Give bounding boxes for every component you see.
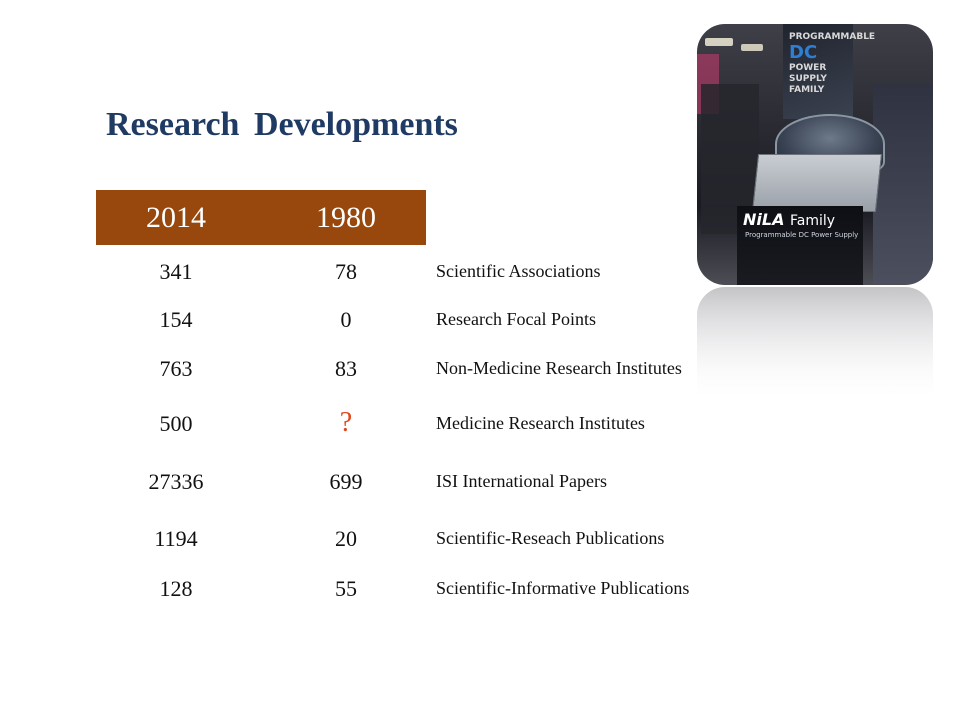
logo-name: NiLA bbox=[743, 210, 785, 229]
header-2014: 2014 bbox=[146, 201, 206, 234]
page-title: Research Developments bbox=[106, 106, 458, 143]
value-1980: 78 bbox=[335, 259, 357, 284]
value-1980-unknown: ? bbox=[339, 407, 353, 438]
value-1980: 699 bbox=[329, 469, 363, 494]
banner-line: FAMILY bbox=[789, 85, 825, 95]
header-1980: 1980 bbox=[316, 201, 376, 234]
exhibition-photo: PROGRAMMABLE DC POWER SUPPLY FAMILY NiLA… bbox=[697, 24, 933, 285]
photo-logo-subtitle: Programmable DC Power Supply bbox=[745, 231, 859, 239]
row-label: Scientific Associations bbox=[436, 261, 601, 281]
banner-line: SUPPLY bbox=[789, 74, 827, 84]
banner-line: DC bbox=[789, 42, 818, 63]
value-2014: 27336 bbox=[148, 469, 204, 494]
row-label: Scientific-Reseach Publications bbox=[436, 528, 665, 548]
photo-stand bbox=[737, 206, 863, 285]
banner-line: POWER bbox=[789, 63, 827, 73]
value-2014: 763 bbox=[159, 356, 193, 381]
photo-device bbox=[751, 154, 883, 212]
photo-wall bbox=[873, 84, 933, 284]
value-1980: 83 bbox=[335, 356, 357, 381]
value-2014: 500 bbox=[159, 411, 193, 436]
logo-suffix: Family bbox=[790, 213, 836, 229]
row-label: Scientific-Informative Publications bbox=[436, 578, 690, 598]
table-header: 2014 1980 bbox=[96, 190, 426, 245]
row-label: ISI International Papers bbox=[436, 471, 607, 491]
row-label: Non-Medicine Research Institutes bbox=[436, 358, 682, 378]
photo-reflection bbox=[697, 287, 933, 407]
photo-logo: NiLA Family bbox=[743, 210, 835, 229]
row-label: Medicine Research Institutes bbox=[436, 413, 645, 433]
value-1980: 20 bbox=[335, 526, 357, 551]
row-label: Research Focal Points bbox=[436, 309, 596, 329]
value-2014: 154 bbox=[159, 307, 193, 332]
value-2014: 128 bbox=[159, 576, 193, 601]
value-2014: 341 bbox=[159, 259, 193, 284]
photo-ceiling-light bbox=[741, 44, 763, 51]
photo-banner: PROGRAMMABLE DC POWER SUPPLY FAMILY bbox=[783, 24, 876, 119]
banner-line: PROGRAMMABLE bbox=[789, 32, 876, 42]
value-1980: 0 bbox=[340, 307, 352, 332]
value-1980: 55 bbox=[335, 576, 357, 601]
value-2014: 1194 bbox=[154, 526, 198, 551]
photo-ceiling-light bbox=[705, 38, 733, 46]
